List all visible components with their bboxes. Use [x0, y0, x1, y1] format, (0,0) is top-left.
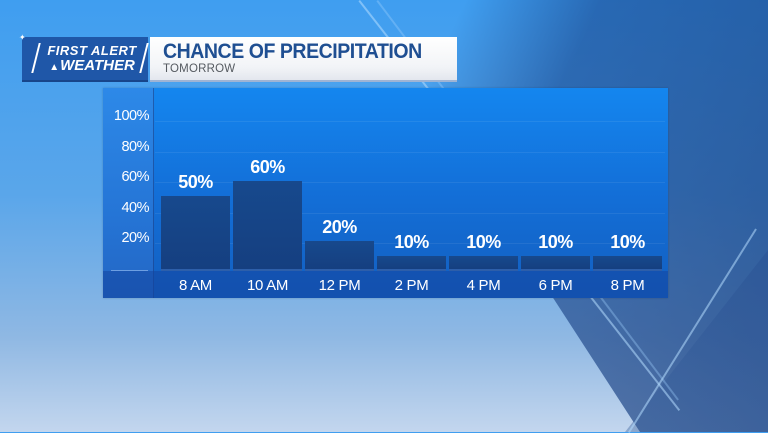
- sparkle-icon: ✦: [19, 33, 26, 42]
- bar-2-pm: [377, 256, 446, 271]
- bar-4-pm: [449, 256, 518, 271]
- gridline: [155, 213, 665, 214]
- bar-10-am: [233, 181, 302, 271]
- bar-value-label: 10%: [466, 232, 501, 252]
- y-tick-40: 40%: [121, 200, 149, 216]
- y-tick-100: 100%: [113, 108, 150, 124]
- bar-value-label: 20%: [322, 217, 357, 237]
- x-tick-label: 10 AM: [246, 277, 289, 294]
- title-panel: CHANCE OF PRECIPITATION TOMORROW: [150, 37, 457, 82]
- bar-value-label: 60%: [250, 157, 285, 177]
- gridline: [155, 152, 665, 153]
- bar-8-am: [161, 196, 230, 271]
- y-tick-20: 20%: [121, 230, 149, 246]
- x-tick-label: 2 PM: [394, 277, 429, 294]
- bar-8-pm: [593, 256, 662, 271]
- bar-value-label: 10%: [538, 232, 573, 252]
- bar-6-pm: [521, 256, 590, 271]
- bar-value-label: 50%: [178, 172, 213, 192]
- x-tick-label: 4 PM: [466, 277, 501, 294]
- y-axis-baseline: [111, 270, 148, 271]
- bar-value-label: 10%: [394, 232, 429, 252]
- page-title: CHANCE OF PRECIPITATION: [163, 40, 422, 63]
- page-subtitle: TOMORROW: [163, 63, 236, 75]
- bar-12-pm: [305, 241, 374, 271]
- gridline: [155, 182, 665, 183]
- precipitation-chart: 100% 80% 60% 40% 20% 50% 8 AM 60% 10 AM 20% 1…: [103, 88, 668, 298]
- x-tick-label: 6 PM: [538, 277, 573, 294]
- y-tick-60: 60%: [121, 169, 149, 185]
- y-axis: 100% 80% 60% 40% 20%: [103, 88, 154, 298]
- gridline: [155, 121, 665, 122]
- logo-text-weather: ▲WEATHER: [49, 57, 135, 74]
- nbc-peacock-icon: ▲: [49, 62, 60, 73]
- x-tick-label: 8 PM: [610, 277, 645, 294]
- first-alert-weather-logo: FIRST ALERT ▲WEATHER: [22, 37, 149, 82]
- x-axis-band: [103, 271, 668, 298]
- y-tick-80: 80%: [121, 139, 149, 155]
- gridline: [155, 243, 665, 244]
- x-tick-label: 8 AM: [179, 277, 212, 294]
- x-tick-label: 12 PM: [318, 277, 361, 294]
- bar-value-label: 10%: [610, 232, 645, 252]
- logo-text-first-alert: FIRST ALERT: [47, 43, 137, 58]
